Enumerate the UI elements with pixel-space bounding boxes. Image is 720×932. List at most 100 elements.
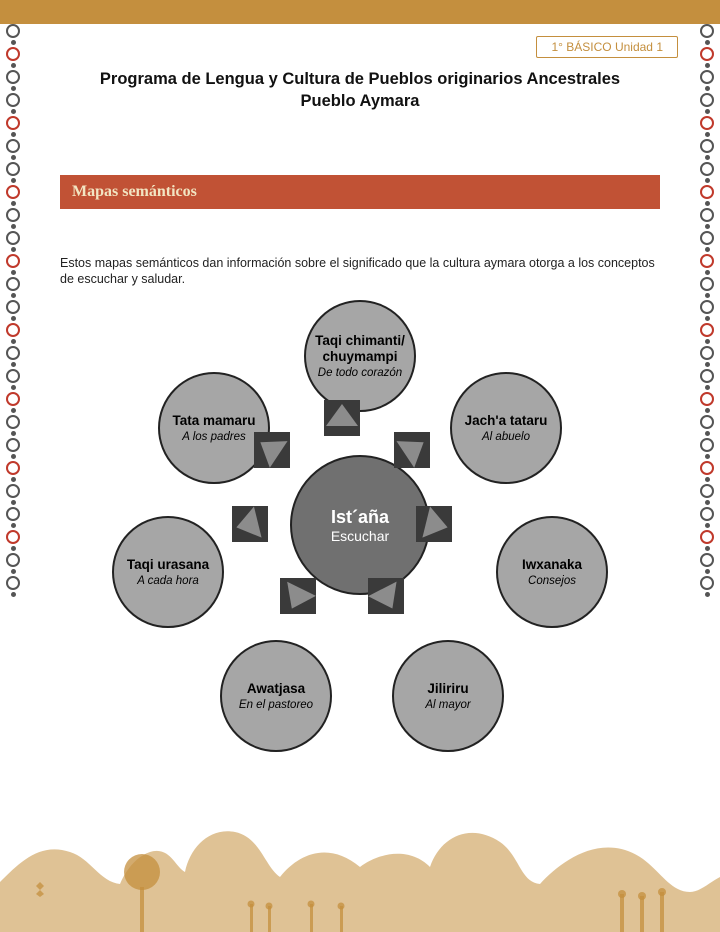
leaf-node-right: Iwxanaka Consejos	[496, 516, 608, 628]
bead-ring-red	[6, 530, 20, 544]
bead-ring	[6, 346, 20, 360]
bead-dot	[705, 132, 710, 137]
bead-dot	[11, 385, 16, 390]
bead-dot	[705, 592, 710, 597]
bead-dot	[11, 362, 16, 367]
bead-ring-red	[700, 392, 714, 406]
bead-dot	[705, 270, 710, 275]
bead-dot	[705, 385, 710, 390]
leaf-main: Awatjasa	[247, 681, 305, 697]
left-decorative-border	[0, 24, 28, 932]
bead-ring	[6, 231, 20, 245]
bead-dot	[11, 178, 16, 183]
center-sub: Escuchar	[331, 528, 389, 544]
bead-dot	[11, 408, 16, 413]
semantic-map-diagram: Ist´aña Escuchar Taqi chimanti/ chuymamp…	[60, 300, 660, 780]
leaf-node-top: Taqi chimanti/ chuymampiDe todo corazón	[304, 300, 416, 412]
bead-dot	[11, 247, 16, 252]
bead-ring-red	[700, 116, 714, 130]
bead-ring-red	[700, 254, 714, 268]
bead-ring-red	[6, 461, 20, 475]
bead-dot	[705, 500, 710, 505]
bead-dot	[11, 523, 16, 528]
bead-ring-red	[6, 185, 20, 199]
bead-ring	[700, 208, 714, 222]
bead-ring	[6, 438, 20, 452]
page-title: Programa de Lengua y Cultura de Pueblos …	[60, 68, 660, 113]
center-node: Ist´aña Escuchar	[290, 455, 430, 595]
leaf-node-top-right: Jach'a tataruAl abuelo	[450, 372, 562, 484]
bead-dot	[705, 454, 710, 459]
title-line-1: Programa de Lengua y Cultura de Pueblos …	[100, 70, 620, 88]
leaf-sub: Consejos	[528, 575, 576, 587]
bead-ring-red	[700, 323, 714, 337]
bead-ring-red	[6, 323, 20, 337]
leaf-sub: Al abuelo	[482, 431, 530, 443]
bead-dot	[11, 63, 16, 68]
leaf-main: Tata mamaru	[172, 413, 255, 429]
bead-dot	[705, 86, 710, 91]
bead-ring	[6, 484, 20, 498]
bead-ring	[700, 139, 714, 153]
bead-ring	[700, 415, 714, 429]
right-decorative-border	[692, 24, 720, 932]
bead-dot	[11, 339, 16, 344]
bead-dot	[11, 500, 16, 505]
bead-dot	[705, 477, 710, 482]
leaf-main: Jiliriru	[427, 681, 468, 697]
bead-ring-red	[700, 185, 714, 199]
bead-dot	[11, 592, 16, 597]
footer-silhouette	[0, 812, 720, 932]
bead-ring	[6, 369, 20, 383]
bead-dot	[705, 569, 710, 574]
leaf-main: Taqi chimanti/ chuymampi	[312, 333, 408, 364]
leaf-node-bottom-right: Jiliriru Al mayor	[392, 640, 504, 752]
leaf-node-bottom-left: AwatjasaEn el pastoreo	[220, 640, 332, 752]
bead-ring-red	[6, 254, 20, 268]
leaf-sub: Al mayor	[425, 699, 470, 711]
bead-dot	[11, 40, 16, 45]
bead-ring	[6, 162, 20, 176]
bead-dot	[705, 362, 710, 367]
bead-ring	[700, 507, 714, 521]
bead-ring	[700, 484, 714, 498]
bead-dot	[705, 109, 710, 114]
bead-ring-red	[6, 392, 20, 406]
bead-dot	[11, 132, 16, 137]
bead-dot	[705, 339, 710, 344]
leaf-sub: A cada hora	[137, 575, 199, 587]
bead-dot	[11, 546, 16, 551]
bead-dot	[705, 63, 710, 68]
bead-ring	[6, 139, 20, 153]
bead-dot	[11, 201, 16, 206]
bead-dot	[705, 546, 710, 551]
bead-dot	[11, 155, 16, 160]
leaf-main: Taqi urasana	[127, 557, 209, 573]
bead-dot	[11, 431, 16, 436]
leaf-node-left: Taqi urasana A cada hora	[112, 516, 224, 628]
bead-dot	[11, 477, 16, 482]
bead-ring	[700, 162, 714, 176]
bead-ring-red	[700, 461, 714, 475]
bead-ring	[6, 208, 20, 222]
bead-ring	[700, 70, 714, 84]
bead-dot	[705, 431, 710, 436]
bead-dot	[705, 523, 710, 528]
arrow-triangle	[326, 404, 358, 426]
bead-ring	[700, 231, 714, 245]
bead-ring	[6, 415, 20, 429]
bead-ring	[700, 553, 714, 567]
leaf-main: Iwxanaka	[522, 557, 582, 573]
bead-ring	[6, 24, 20, 38]
bead-ring	[6, 576, 20, 590]
bead-dot	[11, 454, 16, 459]
bead-dot	[11, 270, 16, 275]
bead-ring-red	[6, 47, 20, 61]
bead-ring	[700, 300, 714, 314]
bead-ring	[6, 300, 20, 314]
bead-dot	[705, 155, 710, 160]
leaf-sub: A los padres	[182, 431, 246, 443]
bead-dot	[705, 316, 710, 321]
center-main: Ist´aña	[331, 507, 389, 528]
bead-ring	[700, 438, 714, 452]
